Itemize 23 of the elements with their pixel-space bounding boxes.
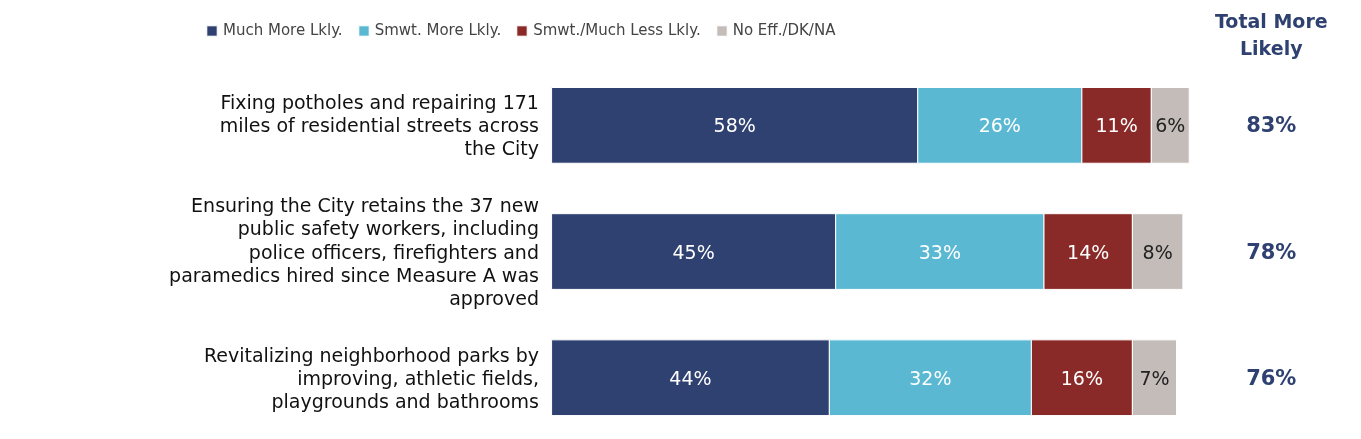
y-tick-label: Fixing potholes and repairing 171 miles of residential streets across the City [219,91,539,160]
data-label: 11% [1095,114,1138,137]
legend-label: Smwt. More Lkly. [374,21,502,39]
legend-label: Smwt./Much Less Lkly. [533,21,701,39]
data-label: 45% [672,240,715,263]
data-label: 8% [1142,240,1173,263]
text: 83% [1246,113,1297,138]
data-label: 7% [1139,366,1170,389]
text: 78% [1246,239,1297,264]
y-tick-label: Revitalizing neighborhood parks by improving, athletic fields, playgrounds and bathrooms [203,343,539,412]
data-label: 6% [1155,114,1186,137]
data-label: 33% [918,240,961,263]
legend-label: No Eff./DK/NA [732,21,836,39]
text: 76% [1246,365,1297,390]
y-tick-label: Ensuring the City retains the 37 new public safety workers, including police officers, firefighters and paramedics hired since Measure A was approved [169,194,539,309]
data-label: 32% [909,366,952,389]
data-label: 26% [978,114,1021,137]
data-label: 58% [713,114,756,137]
data-label: 16% [1060,366,1103,389]
data-label: 44% [669,366,712,389]
data-label: 14% [1067,240,1110,263]
legend-label: Much More Lkly. [223,21,343,39]
text: Total More Likely [1214,10,1328,59]
